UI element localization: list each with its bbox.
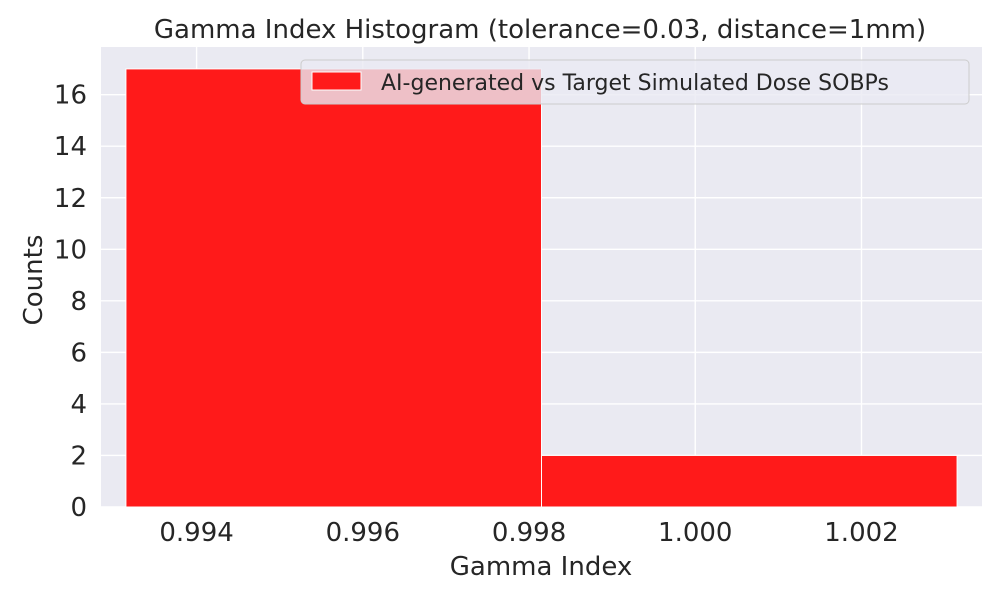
y-tick-label: 4 xyxy=(70,390,87,420)
legend-box xyxy=(300,59,970,105)
y-tick-label: 16 xyxy=(54,81,87,111)
chart-title: Gamma Index Histogram (tolerance=0.03, d… xyxy=(154,15,926,45)
legend-swatch xyxy=(311,71,362,91)
x-tick-label: 1.000 xyxy=(658,518,732,548)
x-axis-label: Gamma Index xyxy=(450,552,633,582)
x-tick-labels: 0.994 0.996 0.998 1.000 1.002 xyxy=(159,518,898,548)
y-tick-label: 0 xyxy=(70,493,87,523)
y-tick-label: 2 xyxy=(70,441,87,471)
y-tick-label: 8 xyxy=(70,287,87,317)
y-tick-label: 10 xyxy=(54,235,87,265)
x-tick-label: 0.996 xyxy=(326,518,400,548)
x-tick-label: 1.002 xyxy=(824,518,898,548)
x-tick-label: 0.994 xyxy=(159,518,233,548)
histogram-bars xyxy=(125,68,958,508)
y-tick-label: 12 xyxy=(54,184,87,214)
y-tick-label: 6 xyxy=(70,338,87,368)
y-tick-label: 14 xyxy=(54,132,87,162)
y-tick-labels: 0 2 4 6 8 10 12 14 16 xyxy=(54,81,87,523)
histogram-bar xyxy=(125,68,542,508)
histogram-bar xyxy=(541,454,958,508)
legend-label: AI-generated vs Target Simulated Dose SO… xyxy=(381,71,889,96)
legend: AI-generated vs Target Simulated Dose SO… xyxy=(300,59,970,105)
x-tick-label: 0.998 xyxy=(492,518,566,548)
y-axis-label: Counts xyxy=(19,235,49,326)
